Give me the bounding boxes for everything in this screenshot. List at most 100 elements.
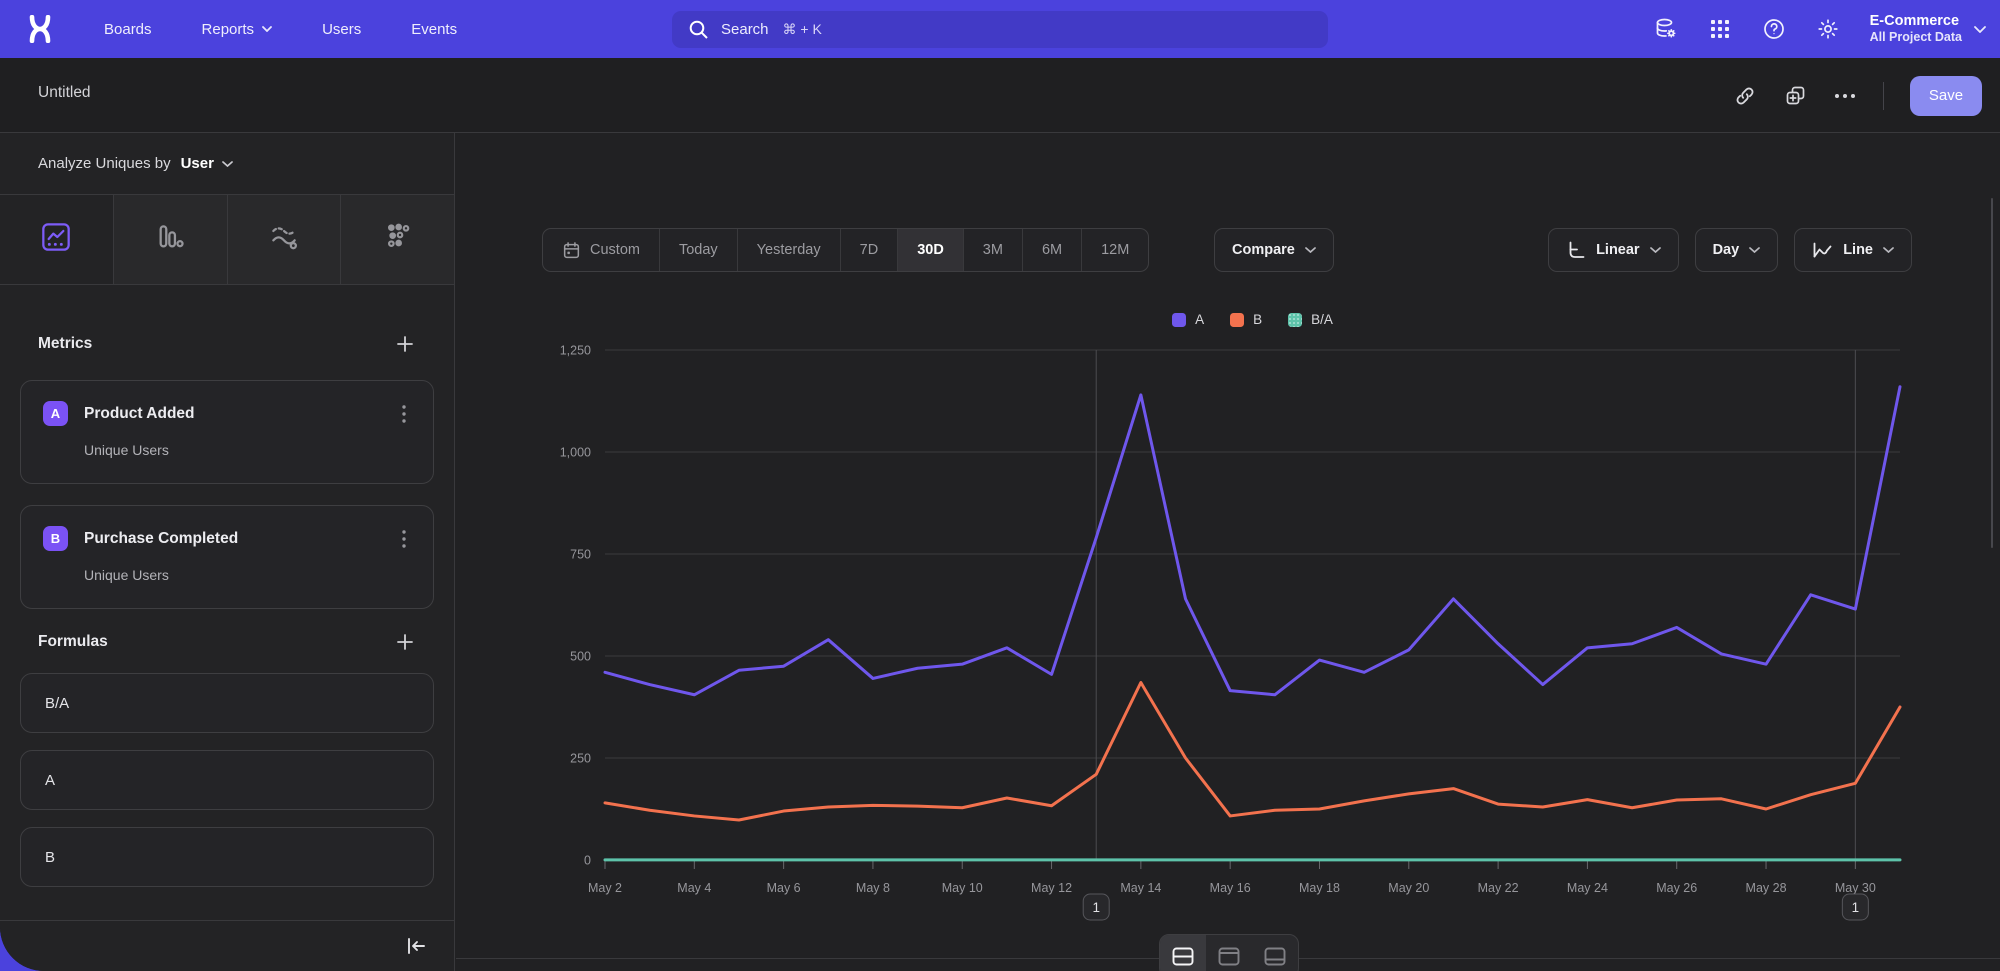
range-7d[interactable]: 7D <box>841 229 899 271</box>
interval-label: Day <box>1712 242 1740 258</box>
kebab-menu-icon[interactable] <box>395 528 413 550</box>
kebab-menu-icon[interactable] <box>395 403 413 425</box>
legend-item-B/A[interactable]: B/A <box>1288 312 1333 327</box>
x-axis-label: May 26 <box>1656 881 1697 895</box>
range-6m[interactable]: 6M <box>1023 229 1083 271</box>
copy-link-icon[interactable] <box>1733 84 1757 108</box>
legend-item-A[interactable]: A <box>1172 312 1204 327</box>
report-title[interactable]: Untitled <box>38 84 91 101</box>
x-axis-label: May 10 <box>942 881 983 895</box>
layout-table-only-icon[interactable] <box>1252 935 1298 971</box>
collapse-sidebar-icon[interactable] <box>404 934 428 958</box>
content-surface: Untitled <box>0 58 2000 971</box>
scatter-dots-icon <box>382 221 414 258</box>
metric-card-b[interactable]: B Purchase Completed Unique Users <box>20 505 434 609</box>
formula-card-ba[interactable]: B/A <box>20 673 434 733</box>
metric-subtitle[interactable]: Unique Users <box>84 442 169 458</box>
chevron-down-icon <box>1649 247 1661 253</box>
mixpanel-logo[interactable] <box>26 14 54 44</box>
metric-badge: B <box>43 526 68 551</box>
analyze-by-value: User <box>180 155 214 172</box>
y-axis-label: 0 <box>584 854 591 868</box>
add-metric-button[interactable] <box>394 333 416 355</box>
range-label: 7D <box>859 242 879 258</box>
nav-item-events[interactable]: Events <box>411 21 457 38</box>
tab-scatter[interactable] <box>341 195 454 284</box>
chevron-down-icon <box>222 160 233 167</box>
more-options-icon[interactable] <box>1833 84 1857 108</box>
range-12m[interactable]: 12M <box>1082 229 1148 271</box>
series-line-B <box>603 681 1902 822</box>
apps-grid-icon[interactable] <box>1708 17 1732 41</box>
report-actions: Save <box>1733 58 1982 133</box>
y-axis-label: 500 <box>570 650 591 664</box>
search-placeholder: Search <box>721 21 769 38</box>
x-axis-label: May 12 <box>1031 881 1072 895</box>
settings-gear-icon[interactable] <box>1816 17 1840 41</box>
scale-dropdown[interactable]: Linear <box>1548 228 1679 272</box>
annotation-badge[interactable]: 1 <box>1841 893 1869 921</box>
y-axis-label: 1,000 <box>560 446 591 460</box>
analyze-prefix-label: Analyze Uniques by <box>38 155 171 172</box>
legend-label: B <box>1253 312 1263 327</box>
range-3m[interactable]: 3M <box>964 229 1023 271</box>
tab-insights-line[interactable] <box>0 195 114 284</box>
flow-trends-icon <box>268 221 300 258</box>
analyze-by-selector[interactable]: User <box>181 155 233 172</box>
compare-dropdown[interactable]: Compare <box>1214 228 1334 272</box>
metric-card-a[interactable]: A Product Added Unique Users <box>20 380 434 484</box>
annotation-badge[interactable]: 1 <box>1082 893 1110 921</box>
search-icon <box>688 19 709 40</box>
top-nav: Boards Reports Users Events Search ⌘ + K <box>0 0 2000 58</box>
chart-legend: A B B/A <box>605 312 1900 327</box>
nav-right-cluster: E-Commerce All Project Data <box>1654 0 1986 58</box>
line-type-icon <box>1812 241 1833 259</box>
query-sidebar: Analyze Uniques by User <box>0 133 455 971</box>
nav-item-users[interactable]: Users <box>322 21 361 38</box>
legend-item-B[interactable]: B <box>1230 312 1262 327</box>
metrics-title: Metrics <box>38 335 93 352</box>
data-management-icon[interactable] <box>1654 17 1678 41</box>
legend-swatch <box>1172 312 1187 327</box>
metrics-section-header: Metrics <box>20 333 434 355</box>
formula-card-b[interactable]: B <box>20 827 434 887</box>
search-input[interactable]: Search ⌘ + K <box>672 11 1328 48</box>
chart-type-dropdown[interactable]: Line <box>1794 228 1912 272</box>
nav-item-boards[interactable]: Boards <box>104 21 152 38</box>
x-axis-label: May 30 <box>1835 881 1876 895</box>
range-label: 6M <box>1041 242 1063 258</box>
tab-flow[interactable] <box>227 195 342 284</box>
range-label: 3M <box>982 242 1003 258</box>
visualization-tabs <box>0 195 454 285</box>
formula-label: B <box>45 848 56 866</box>
range-label: 12M <box>1101 242 1130 258</box>
chevron-down-icon <box>1305 247 1316 253</box>
help-icon[interactable] <box>1762 17 1786 41</box>
layout-chart-only-icon[interactable] <box>1206 935 1252 971</box>
scrollbar[interactable] <box>1991 198 1993 548</box>
duplicate-icon[interactable] <box>1783 84 1807 108</box>
range-30d[interactable]: 30D <box>898 229 964 271</box>
report-header: Untitled <box>0 58 2000 133</box>
interval-dropdown[interactable]: Day <box>1694 228 1779 272</box>
range-custom[interactable]: Custom <box>543 229 660 271</box>
range-yesterday[interactable]: Yesterday <box>738 229 841 271</box>
range-today[interactable]: Today <box>660 229 738 271</box>
analyze-row: Analyze Uniques by User <box>0 133 454 195</box>
divider <box>1883 81 1884 110</box>
compare-label: Compare <box>1232 242 1295 258</box>
add-formula-button[interactable] <box>394 631 416 653</box>
project-selector[interactable]: E-Commerce All Project Data <box>1870 12 1986 46</box>
y-axis-label: 750 <box>570 548 591 562</box>
metric-subtitle[interactable]: Unique Users <box>84 567 169 583</box>
nav-item-reports[interactable]: Reports <box>202 21 273 38</box>
chevron-down-icon <box>262 26 272 32</box>
project-scope: All Project Data <box>1869 30 1962 45</box>
nav-label: Users <box>322 20 362 38</box>
layout-split-icon[interactable] <box>1160 935 1206 971</box>
formula-card-a[interactable]: A <box>20 750 434 810</box>
tab-bar-chart[interactable] <box>113 195 228 284</box>
save-button[interactable]: Save <box>1910 75 1982 116</box>
range-label: Custom <box>590 242 640 258</box>
